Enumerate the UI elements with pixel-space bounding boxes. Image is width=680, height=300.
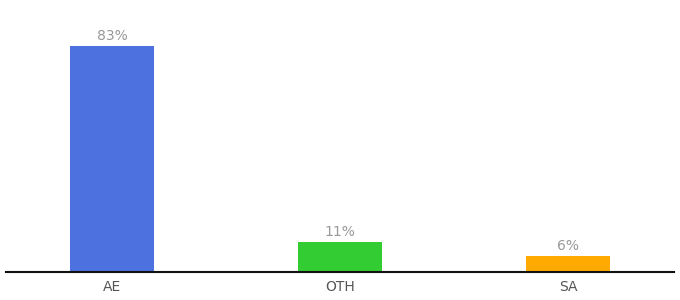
Text: 11%: 11% [324, 225, 356, 239]
Text: 83%: 83% [97, 29, 127, 43]
Bar [526, 256, 610, 272]
Bar [70, 46, 154, 272]
Text: 6%: 6% [557, 238, 579, 253]
Bar [299, 242, 381, 272]
